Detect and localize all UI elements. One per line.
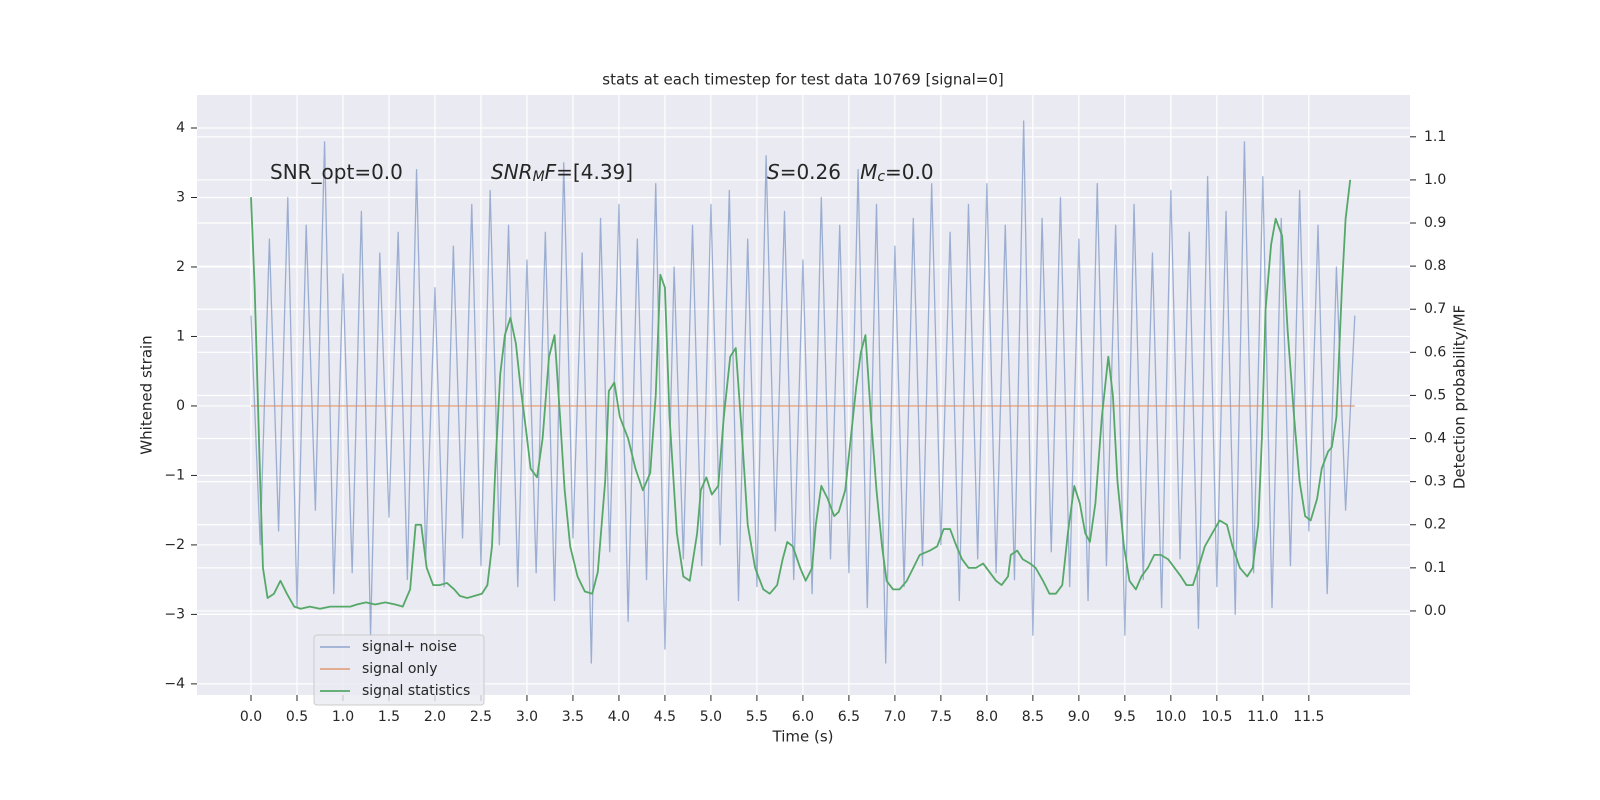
- annotation: SNR_opt=0.0: [270, 160, 403, 184]
- y-tick-label: 3: [176, 189, 185, 205]
- x-tick-label: 3.5: [562, 709, 584, 725]
- y2-tick-label: 0.6: [1424, 344, 1446, 360]
- y2-tick-label: 0.0: [1424, 603, 1446, 619]
- y2-tick-label: 0.1: [1424, 560, 1446, 576]
- x-tick-label: 8.0: [976, 709, 998, 725]
- x-tick-label: 7.0: [884, 709, 906, 725]
- y-tick-label: −3: [164, 606, 185, 622]
- y-tick-label: −4: [164, 676, 185, 692]
- annotation-part: F: [545, 160, 557, 184]
- x-tick-label: 11.0: [1247, 709, 1278, 725]
- y-tick-label: −2: [164, 537, 185, 553]
- annotation-part: SNR_opt=0.0: [270, 160, 403, 184]
- y-tick-label: 2: [176, 259, 185, 275]
- series-line: [250, 120, 1356, 664]
- x-tick-label: 4.5: [654, 709, 676, 725]
- y-axis-label: Whitened strain: [138, 335, 156, 454]
- y2-tick-label: 0.9: [1424, 215, 1446, 231]
- annotations: SNR_opt=0.0 SNRMF=[4.39] S=0.26 Mc=0.0: [270, 160, 934, 186]
- y-tick-label: −1: [164, 467, 185, 483]
- y-tick-label: 0: [176, 398, 185, 414]
- annotation-part: M: [860, 160, 877, 184]
- x-tick-label: 1.0: [332, 709, 354, 725]
- annotation-part: =0.0: [885, 160, 934, 184]
- x-tick-label: 1.5: [378, 709, 400, 725]
- annotation-part: =[4.39]: [556, 160, 633, 184]
- legend-box: [313, 634, 485, 706]
- x-tick-label: 10.5: [1201, 709, 1232, 725]
- x-axis-label: Time (s): [772, 728, 834, 746]
- legend-label: signal+ noise: [362, 639, 457, 655]
- annotation-part: =0.26: [780, 160, 860, 184]
- y2-axis-label: Detection probability/MF: [1451, 305, 1469, 489]
- y2-tick-label: 0.3: [1424, 474, 1446, 490]
- y2-tick-label: 0.8: [1424, 258, 1446, 274]
- legend-label: signal only: [362, 661, 437, 677]
- y2-tick-label: 0.4: [1424, 431, 1446, 447]
- y2-tick-label: 0.5: [1424, 387, 1446, 403]
- x-tick-label: 2.0: [424, 709, 446, 725]
- x-tick-label: 0.5: [286, 709, 308, 725]
- x-tick-label: 3.0: [516, 709, 538, 725]
- x-tick-label: 11.5: [1293, 709, 1324, 725]
- y2-tick-label: 1.1: [1424, 129, 1446, 145]
- x-tick-label: 7.5: [930, 709, 952, 725]
- x-tick-label: 6.0: [792, 709, 814, 725]
- y-tick-label: 4: [176, 120, 185, 136]
- legend: signal+ noise signal only signal statistic…: [313, 634, 485, 706]
- x-tick-label: 9.0: [1068, 709, 1090, 725]
- annotation: S=0.26 Mc=0.0: [767, 160, 934, 186]
- chart-title: stats at each timestep for test data 107…: [602, 71, 1003, 89]
- annotation-part: M: [533, 169, 545, 185]
- x-tick-label: 2.5: [470, 709, 492, 725]
- series-line: [250, 179, 1352, 610]
- marks: [250, 120, 1356, 664]
- x-tick-label: 10.0: [1155, 709, 1186, 725]
- annotation-part: SNR: [491, 160, 533, 184]
- y2-tick-label: 0.7: [1424, 301, 1446, 317]
- x-tick-label: 6.5: [838, 709, 860, 725]
- x-tick-label: 8.5: [1022, 709, 1044, 725]
- y2-tick-label: 1.0: [1424, 172, 1446, 188]
- annotation-part: c: [877, 169, 885, 185]
- x-tick-label: 4.0: [608, 709, 630, 725]
- x-tick-label: 0.0: [240, 709, 262, 725]
- annotation-part: S: [767, 160, 780, 184]
- legend-label: signal statistics: [362, 683, 470, 699]
- y-tick-label: 1: [176, 328, 185, 344]
- x-tick-label: 5.0: [700, 709, 722, 725]
- x-tick-label: 5.5: [746, 709, 768, 725]
- annotation: SNRMF=[4.39]: [491, 160, 633, 186]
- x-tick-label: 9.5: [1114, 709, 1136, 725]
- y2-tick-label: 0.2: [1424, 517, 1446, 533]
